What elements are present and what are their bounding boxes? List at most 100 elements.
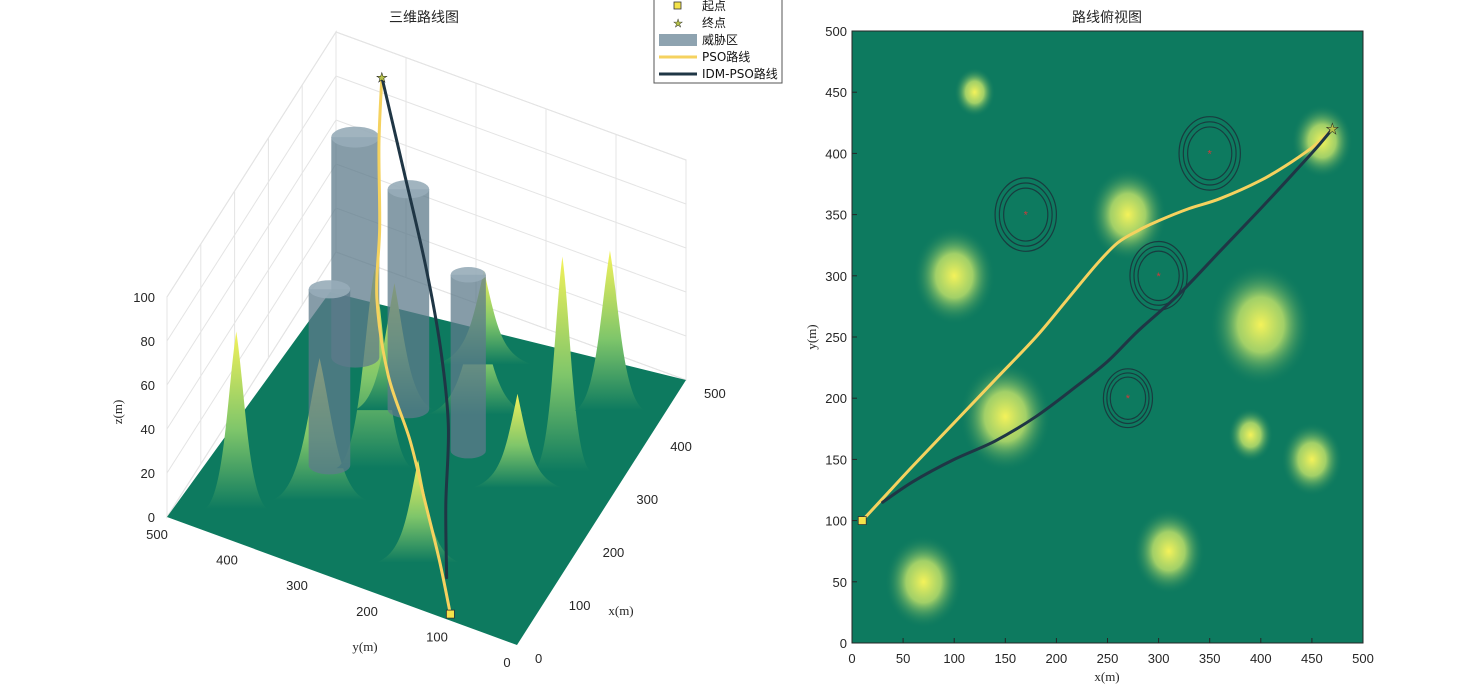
legend-item-line: IDM-PSO路线	[659, 66, 778, 81]
y-tick-label: 450	[825, 85, 847, 100]
goal-marker: ★	[1326, 121, 1339, 138]
y-tick-label: 100	[825, 514, 847, 529]
threat-zone-ring	[1109, 376, 1147, 420]
threat-cylinder-top	[308, 280, 351, 299]
threat-center-marker: *	[1156, 271, 1161, 283]
chart-3d: 三维路线图 ★ 0 20 40 60 80 100 0 100 200 300 400 500 0 100…	[110, 10, 726, 670]
y-tick-label: 350	[825, 208, 847, 223]
terrain-hill	[1228, 407, 1274, 462]
terrain-hill	[913, 226, 996, 325]
legend-threat-symbol	[659, 34, 697, 46]
pso-route-3d	[375, 75, 452, 616]
threat-cylinder-body	[387, 189, 430, 419]
chart-3d-axes: 0 20 40 60 80 100 0 100 200 300 400 500 0 100 200 300 40…	[133, 290, 725, 670]
terrain-peak	[574, 250, 646, 411]
threat-zone-ring	[1003, 187, 1049, 242]
y-tick-label: 0	[840, 636, 847, 651]
chart-3d-xlabel: x(m)	[608, 603, 633, 618]
y-tick-label: 100	[426, 629, 448, 644]
threat-cylinder-body	[308, 289, 351, 475]
legend-item-threat-patch: 威胁区	[659, 32, 738, 47]
threat-zone-ring	[998, 182, 1053, 247]
y-tick-label: 150	[825, 452, 847, 467]
threat-zone-ring	[1106, 372, 1150, 425]
y-tick-label: 400	[216, 553, 238, 568]
y-tick-label: 500	[825, 24, 847, 39]
goal-marker-3d: ★	[376, 70, 388, 85]
x-tick-label: 0	[535, 651, 542, 666]
threat-zone-ring	[1102, 368, 1154, 429]
terrain-peak	[336, 268, 413, 469]
legend-label: IDM-PSO路线	[702, 66, 778, 81]
x-tick-label: 500	[1352, 651, 1374, 666]
terrain-peak	[204, 331, 269, 510]
z-tick-label: 100	[133, 290, 155, 305]
x-tick-label: 500	[704, 386, 726, 401]
threat-center-marker: *	[1208, 148, 1213, 160]
threat-zone-ring	[1137, 250, 1180, 302]
y-tick-label: 400	[825, 146, 847, 161]
start-marker	[857, 516, 867, 525]
terrain-hill	[954, 67, 996, 117]
idm-pso-route-3d	[380, 75, 450, 580]
terrain-hills	[884, 67, 1353, 629]
routes-2d: ★	[857, 121, 1339, 525]
routes-3d: ★	[375, 70, 455, 619]
threat-zones: * * * *	[994, 116, 1241, 429]
x-tick-label: 250	[1097, 651, 1119, 666]
x-tick-label: 100	[569, 598, 591, 613]
x-tick-label: 200	[1046, 651, 1068, 666]
grid-line	[166, 119, 687, 386]
legend-item-line: PSO路线	[659, 49, 750, 64]
pso-route-2d	[860, 127, 1334, 523]
x-tick-label: 50	[896, 651, 910, 666]
chart-top-title: 路线俯视图	[1072, 10, 1142, 26]
x-tick-label: 400	[670, 439, 692, 454]
chart-top: 路线俯视图 * * * * ★ 0 50 100 150 200 250 300 350 400 450…	[804, 10, 1374, 684]
chart-top-xlabel: x(m)	[1094, 669, 1119, 684]
x-tick-label: 300	[1148, 651, 1170, 666]
y-tick-label: 500	[146, 527, 168, 542]
threat-zone-ring	[1133, 245, 1184, 306]
terrain-hill	[1089, 168, 1167, 262]
terrain-hill	[1209, 263, 1312, 386]
y-tick-label: 0	[503, 655, 510, 670]
terrain-peak	[533, 256, 592, 472]
threat-cylinder-body	[450, 274, 486, 459]
z-tick-label: 60	[141, 378, 155, 393]
legend-start-symbol	[673, 1, 682, 10]
x-tick-label: 400	[1250, 651, 1272, 666]
y-tick-label: 200	[825, 391, 847, 406]
z-tick-label: 80	[141, 334, 155, 349]
legend-label: PSO路线	[702, 49, 750, 64]
x-tick-label: 350	[1199, 651, 1221, 666]
legend-label: 起点	[702, 0, 726, 13]
x-tick-label: 150	[994, 651, 1016, 666]
x-tick-label: 200	[603, 545, 625, 560]
terrain-peak	[472, 393, 563, 488]
y-tick-label: 300	[825, 269, 847, 284]
chart-top-ylabel: y(m)	[804, 324, 819, 349]
terrain-hill	[959, 361, 1052, 472]
z-tick-label: 40	[141, 422, 155, 437]
threat-cylinders	[308, 126, 486, 475]
start-marker-3d	[445, 609, 455, 619]
threat-cylinder-top	[450, 267, 486, 283]
x-tick-label: 0	[848, 651, 855, 666]
grid-line	[166, 31, 687, 298]
threat-zone-ring	[994, 177, 1058, 252]
chart-3d-zlabel: z(m)	[110, 400, 125, 425]
terrain-hill	[1281, 422, 1343, 497]
y-tick-label: 250	[825, 330, 847, 345]
threat-center-marker: *	[1126, 393, 1131, 405]
z-tick-label: 20	[141, 466, 155, 481]
legend-item-goal-marker: ★ 终点	[673, 15, 726, 30]
threat-center-marker: *	[1024, 210, 1029, 222]
chart-3d-title: 三维路线图	[389, 10, 459, 26]
legend-goal-symbol: ★	[673, 18, 683, 30]
threat-zone-ring	[1187, 126, 1233, 181]
x-tick-label: 300	[636, 492, 658, 507]
y-tick-label: 300	[286, 578, 308, 593]
